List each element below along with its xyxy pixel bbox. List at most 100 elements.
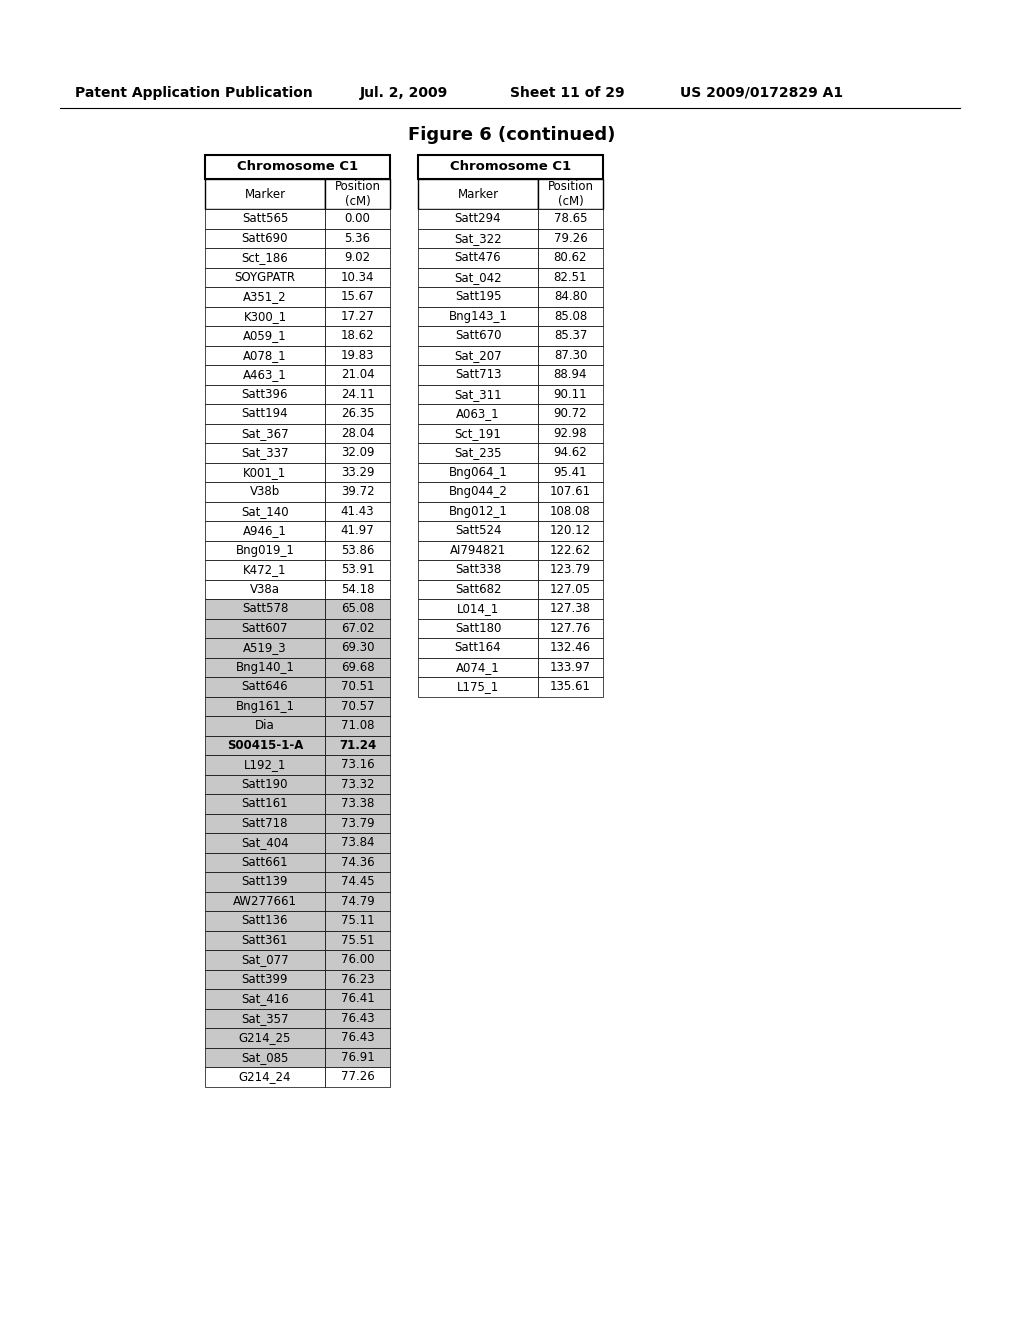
Bar bbox=[418, 560, 538, 579]
Text: Satt139: Satt139 bbox=[242, 875, 288, 888]
Bar bbox=[538, 677, 603, 697]
Text: Satt524: Satt524 bbox=[455, 524, 502, 537]
Text: Satt194: Satt194 bbox=[242, 408, 289, 420]
Text: 120.12: 120.12 bbox=[550, 524, 591, 537]
Bar bbox=[418, 521, 538, 540]
Bar bbox=[538, 248, 603, 268]
Bar bbox=[538, 540, 603, 560]
Bar bbox=[325, 599, 390, 619]
Bar bbox=[205, 482, 325, 502]
Text: 67.02: 67.02 bbox=[341, 622, 375, 635]
Bar bbox=[205, 833, 325, 853]
Bar bbox=[205, 228, 325, 248]
Text: 132.46: 132.46 bbox=[550, 642, 591, 655]
Bar bbox=[418, 180, 538, 209]
Bar bbox=[325, 248, 390, 268]
Text: Satt607: Satt607 bbox=[242, 622, 288, 635]
Bar bbox=[325, 1008, 390, 1028]
Bar bbox=[538, 560, 603, 579]
Bar bbox=[205, 891, 325, 911]
Bar bbox=[418, 540, 538, 560]
Bar bbox=[205, 502, 325, 521]
Text: 21.04: 21.04 bbox=[341, 368, 375, 381]
Bar bbox=[325, 306, 390, 326]
Text: 94.62: 94.62 bbox=[554, 446, 588, 459]
Text: Bng012_1: Bng012_1 bbox=[449, 504, 508, 517]
Bar bbox=[325, 1067, 390, 1086]
Bar bbox=[538, 209, 603, 228]
Text: Satt190: Satt190 bbox=[242, 777, 288, 791]
Bar bbox=[538, 599, 603, 619]
Bar bbox=[325, 286, 390, 306]
Text: Satt195: Satt195 bbox=[455, 290, 502, 304]
Text: 127.05: 127.05 bbox=[550, 582, 591, 595]
Bar bbox=[538, 502, 603, 521]
Bar bbox=[205, 989, 325, 1008]
Text: SOYGPATR: SOYGPATR bbox=[234, 271, 296, 284]
Bar bbox=[325, 619, 390, 638]
Bar bbox=[205, 248, 325, 268]
Bar bbox=[205, 540, 325, 560]
Bar bbox=[418, 444, 538, 462]
Bar bbox=[205, 619, 325, 638]
Text: 65.08: 65.08 bbox=[341, 602, 374, 615]
Bar bbox=[325, 853, 390, 873]
Text: 133.97: 133.97 bbox=[550, 661, 591, 673]
Bar bbox=[205, 346, 325, 366]
Bar bbox=[418, 482, 538, 502]
Text: S00415-1-A: S00415-1-A bbox=[226, 739, 303, 752]
Text: 77.26: 77.26 bbox=[341, 1071, 375, 1084]
Bar bbox=[325, 1028, 390, 1048]
Text: Satt565: Satt565 bbox=[242, 213, 288, 226]
Bar bbox=[418, 404, 538, 424]
Bar bbox=[538, 306, 603, 326]
Text: 74.36: 74.36 bbox=[341, 855, 375, 869]
Text: Chromosome C1: Chromosome C1 bbox=[450, 161, 571, 173]
Text: 85.08: 85.08 bbox=[554, 310, 587, 323]
Text: 10.34: 10.34 bbox=[341, 271, 374, 284]
Bar bbox=[205, 424, 325, 444]
Text: 70.57: 70.57 bbox=[341, 700, 374, 713]
Bar bbox=[205, 853, 325, 873]
Bar bbox=[325, 228, 390, 248]
Text: 9.02: 9.02 bbox=[344, 251, 371, 264]
Bar bbox=[538, 444, 603, 462]
Bar bbox=[538, 286, 603, 306]
Text: Bng143_1: Bng143_1 bbox=[449, 310, 508, 323]
Text: 84.80: 84.80 bbox=[554, 290, 587, 304]
Bar bbox=[205, 404, 325, 424]
Text: V38a: V38a bbox=[250, 582, 280, 595]
Bar bbox=[205, 306, 325, 326]
Text: Bng064_1: Bng064_1 bbox=[449, 466, 508, 479]
Bar bbox=[325, 950, 390, 969]
Bar bbox=[205, 268, 325, 286]
Bar bbox=[325, 424, 390, 444]
Text: Sat_367: Sat_367 bbox=[242, 426, 289, 440]
Bar bbox=[538, 268, 603, 286]
Bar bbox=[538, 462, 603, 482]
Bar bbox=[325, 735, 390, 755]
Bar bbox=[205, 326, 325, 346]
Text: 17.27: 17.27 bbox=[341, 310, 375, 323]
Bar bbox=[325, 502, 390, 521]
Bar bbox=[538, 180, 603, 209]
Bar bbox=[538, 346, 603, 366]
Bar bbox=[325, 638, 390, 657]
Text: AW277661: AW277661 bbox=[233, 895, 297, 908]
Text: Satt682: Satt682 bbox=[455, 582, 502, 595]
Bar bbox=[538, 657, 603, 677]
Text: 69.30: 69.30 bbox=[341, 642, 374, 655]
Bar bbox=[205, 638, 325, 657]
Bar bbox=[418, 346, 538, 366]
Text: 82.51: 82.51 bbox=[554, 271, 587, 284]
Text: Sat_207: Sat_207 bbox=[455, 348, 502, 362]
Text: Satt396: Satt396 bbox=[242, 388, 288, 401]
Text: 24.11: 24.11 bbox=[341, 388, 375, 401]
Bar bbox=[325, 873, 390, 891]
Bar bbox=[325, 697, 390, 715]
Text: A074_1: A074_1 bbox=[456, 661, 500, 673]
Text: 107.61: 107.61 bbox=[550, 486, 591, 498]
Bar bbox=[205, 873, 325, 891]
Bar bbox=[538, 424, 603, 444]
Text: Sat_322: Sat_322 bbox=[455, 232, 502, 244]
